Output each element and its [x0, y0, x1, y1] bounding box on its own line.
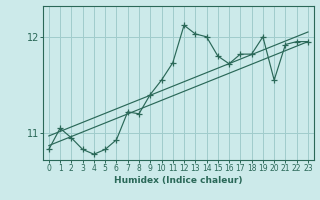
X-axis label: Humidex (Indice chaleur): Humidex (Indice chaleur): [114, 176, 243, 185]
